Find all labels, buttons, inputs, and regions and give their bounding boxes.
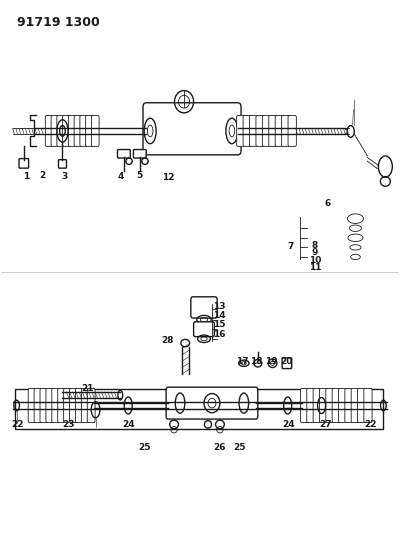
Text: 22: 22 <box>364 421 377 430</box>
Text: 25: 25 <box>234 443 246 452</box>
FancyBboxPatch shape <box>76 389 83 423</box>
Text: 18: 18 <box>250 357 263 366</box>
FancyBboxPatch shape <box>52 389 60 423</box>
FancyBboxPatch shape <box>313 389 321 423</box>
Text: 91719 1300: 91719 1300 <box>17 15 99 29</box>
FancyBboxPatch shape <box>86 116 93 147</box>
Text: 2: 2 <box>40 171 46 180</box>
Text: 22: 22 <box>11 421 24 430</box>
FancyBboxPatch shape <box>250 116 258 147</box>
FancyBboxPatch shape <box>92 116 99 147</box>
FancyBboxPatch shape <box>288 116 296 147</box>
FancyBboxPatch shape <box>19 159 28 168</box>
FancyBboxPatch shape <box>80 116 88 147</box>
FancyBboxPatch shape <box>46 389 54 423</box>
Text: 1: 1 <box>24 172 30 181</box>
FancyBboxPatch shape <box>256 116 264 147</box>
Text: 15: 15 <box>213 320 225 329</box>
FancyBboxPatch shape <box>68 116 76 147</box>
FancyBboxPatch shape <box>57 116 64 147</box>
FancyBboxPatch shape <box>326 389 334 423</box>
FancyBboxPatch shape <box>320 389 328 423</box>
FancyBboxPatch shape <box>70 389 77 423</box>
Text: 27: 27 <box>319 421 332 430</box>
Text: 9: 9 <box>312 248 318 257</box>
Text: 13: 13 <box>213 302 225 311</box>
FancyBboxPatch shape <box>28 389 36 423</box>
Text: 3: 3 <box>61 172 68 181</box>
FancyBboxPatch shape <box>351 389 360 423</box>
Text: 24: 24 <box>282 421 295 430</box>
FancyBboxPatch shape <box>364 389 372 423</box>
Text: 16: 16 <box>213 330 225 339</box>
FancyBboxPatch shape <box>269 116 277 147</box>
FancyBboxPatch shape <box>282 358 292 368</box>
FancyBboxPatch shape <box>191 297 217 318</box>
FancyBboxPatch shape <box>34 389 42 423</box>
FancyBboxPatch shape <box>58 160 66 168</box>
FancyBboxPatch shape <box>81 389 89 423</box>
FancyBboxPatch shape <box>45 116 53 147</box>
FancyBboxPatch shape <box>63 116 70 147</box>
FancyBboxPatch shape <box>74 116 82 147</box>
FancyBboxPatch shape <box>358 389 366 423</box>
FancyBboxPatch shape <box>307 389 315 423</box>
Text: 28: 28 <box>161 336 174 345</box>
Text: 21: 21 <box>81 384 94 393</box>
FancyBboxPatch shape <box>118 150 130 158</box>
Text: 25: 25 <box>139 443 151 452</box>
Text: 20: 20 <box>281 357 293 366</box>
Text: 26: 26 <box>213 443 225 452</box>
FancyBboxPatch shape <box>58 389 66 423</box>
FancyBboxPatch shape <box>166 387 258 419</box>
FancyBboxPatch shape <box>64 389 72 423</box>
Text: 12: 12 <box>162 173 174 182</box>
FancyBboxPatch shape <box>134 150 146 158</box>
FancyBboxPatch shape <box>332 389 340 423</box>
FancyBboxPatch shape <box>338 389 347 423</box>
Text: 6: 6 <box>324 199 331 208</box>
FancyBboxPatch shape <box>87 389 95 423</box>
FancyBboxPatch shape <box>262 116 271 147</box>
Text: 5: 5 <box>136 171 142 180</box>
FancyBboxPatch shape <box>300 389 309 423</box>
FancyBboxPatch shape <box>282 116 290 147</box>
FancyBboxPatch shape <box>51 116 59 147</box>
Text: 23: 23 <box>62 421 75 430</box>
Text: 8: 8 <box>312 241 318 250</box>
Text: 7: 7 <box>288 242 294 251</box>
Text: 17: 17 <box>236 357 248 366</box>
FancyBboxPatch shape <box>345 389 353 423</box>
Text: 24: 24 <box>123 421 135 430</box>
Text: 4: 4 <box>118 172 124 181</box>
Text: 14: 14 <box>213 311 226 320</box>
FancyBboxPatch shape <box>243 116 251 147</box>
FancyBboxPatch shape <box>194 322 214 337</box>
Text: 19: 19 <box>266 357 278 366</box>
FancyBboxPatch shape <box>275 116 284 147</box>
Bar <box>15 389 383 429</box>
FancyBboxPatch shape <box>40 389 48 423</box>
Text: 11: 11 <box>308 263 321 272</box>
Text: 10: 10 <box>309 256 321 264</box>
FancyBboxPatch shape <box>143 103 241 155</box>
FancyBboxPatch shape <box>237 116 245 147</box>
